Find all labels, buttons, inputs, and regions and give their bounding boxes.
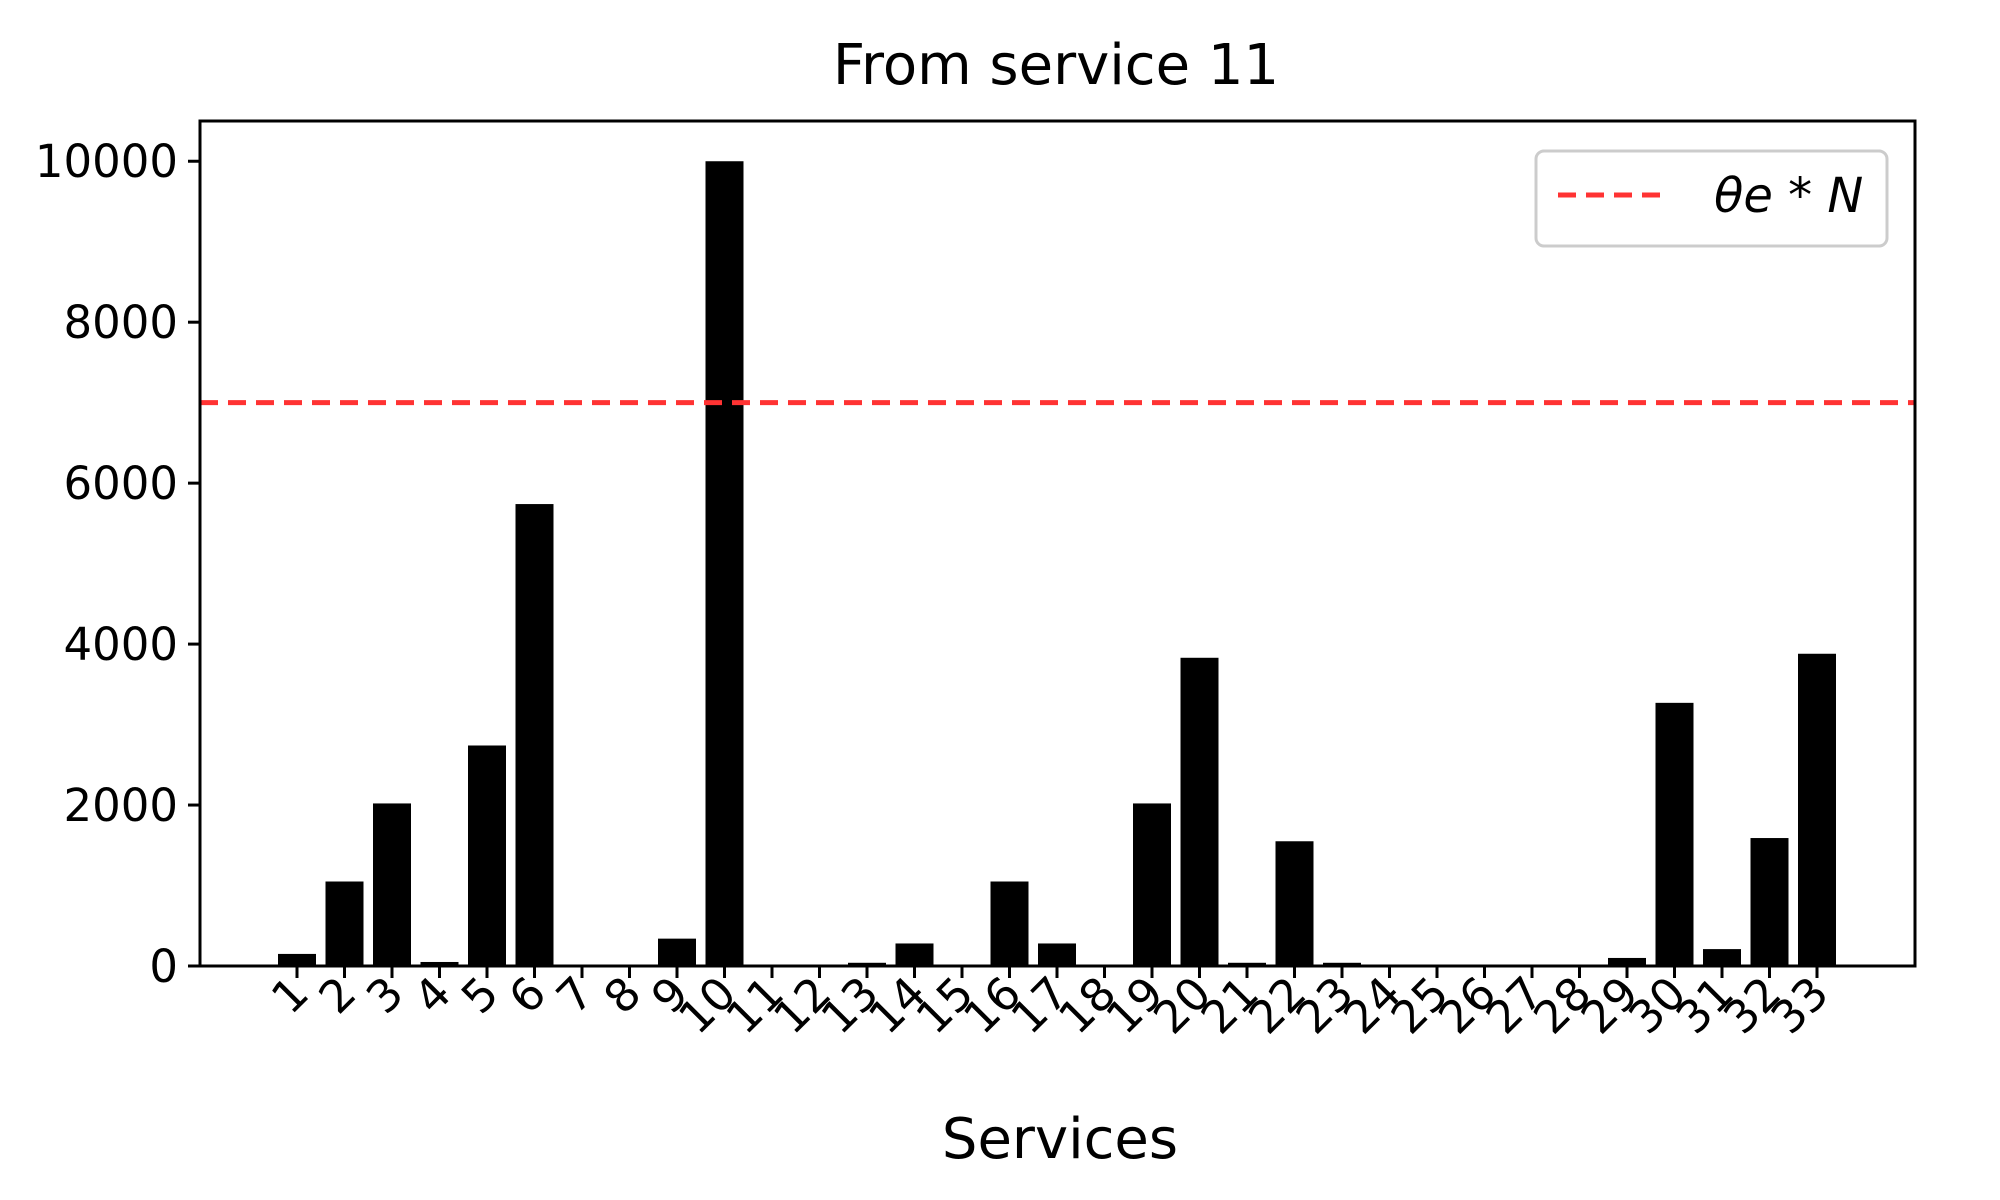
bar-4	[420, 961, 459, 966]
bars-group	[278, 161, 1836, 966]
bar-5	[468, 745, 506, 966]
bar-6	[515, 504, 554, 966]
x-tick-label-1: 1	[261, 966, 319, 1024]
bar-1	[278, 953, 316, 966]
bar-14	[895, 943, 934, 966]
x-tick-label-33: 33	[1761, 966, 1839, 1044]
bar-3	[373, 803, 411, 966]
x-tick-label-8: 8	[594, 966, 652, 1024]
chart-title: From service 11	[833, 33, 1279, 98]
bar-19	[1133, 803, 1171, 966]
x-tick-label-5: 5	[451, 966, 509, 1024]
x-axis-label: Services	[942, 1107, 1178, 1172]
bar-13	[848, 962, 886, 966]
bar-16	[990, 881, 1029, 966]
bar-31	[1703, 949, 1741, 966]
y-tick-label-8000: 8000	[63, 296, 178, 349]
bar-30	[1655, 702, 1694, 966]
bar-2	[325, 881, 364, 966]
x-tick-label-7: 7	[546, 966, 604, 1024]
y-tick-label-2000: 2000	[63, 779, 178, 832]
bar-17	[1038, 943, 1076, 966]
x-tick-label-4: 4	[404, 966, 462, 1024]
x-tick-label-2: 2	[309, 966, 367, 1024]
y-tick-label-6000: 6000	[63, 457, 178, 510]
bar-21	[1228, 962, 1266, 966]
bar-10	[705, 161, 744, 966]
y-ticks-group: 0 2000 4000 6000 8000 10000	[35, 135, 200, 993]
bar-32	[1750, 838, 1789, 966]
x-ticks-group: 1234567891011121314151617181920212223242…	[261, 966, 1839, 1044]
bar-33	[1798, 653, 1836, 966]
bar-29	[1608, 957, 1646, 966]
bar-20	[1180, 657, 1219, 966]
plot-frame	[198, 119, 1917, 968]
y-tick-label-10000: 10000	[35, 135, 178, 188]
y-tick-label-4000: 4000	[63, 618, 178, 671]
x-tick-label-3: 3	[356, 966, 414, 1024]
x-tick-label-6: 6	[499, 966, 557, 1024]
legend: θe * N	[1534, 149, 1889, 248]
bar-9	[658, 938, 696, 966]
y-tick-label-0: 0	[149, 940, 178, 993]
bar-23	[1323, 962, 1361, 966]
legend-box	[1534, 149, 1889, 248]
legend-threshold-label: θe * N	[1714, 168, 1863, 224]
bar-22	[1275, 841, 1314, 966]
